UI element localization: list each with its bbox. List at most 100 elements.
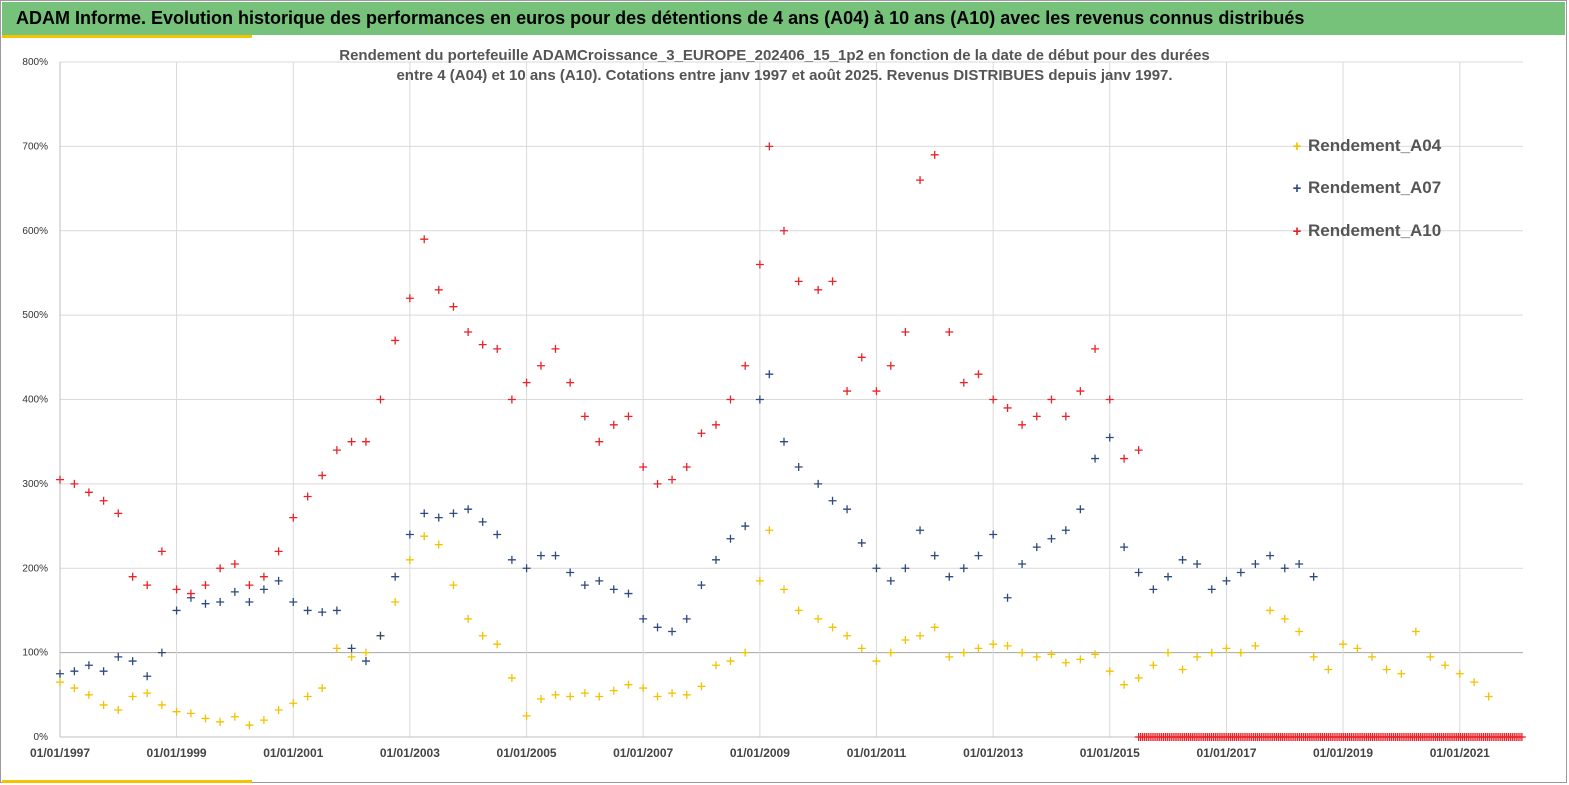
data-point-a04 [1120,680,1129,689]
legend-marker-a07: + [1292,180,1302,197]
scatter-chart: 0% 100% 200% 300% 400% 500% 600% 700% 800% 01/01/… [22,57,1526,760]
data-point-a07 [507,555,516,564]
data-point-a07 [1309,572,1318,581]
data-point-a07 [99,667,108,676]
data-point-a07 [886,576,895,585]
data-point-a04 [201,714,210,723]
data-point-a04 [609,686,618,695]
data-point-a04 [814,614,823,623]
data-point-a10 [726,395,735,404]
data-point-a10 [361,437,370,446]
data-point-a07 [814,479,823,488]
data-point-a07 [1280,564,1289,573]
data-point-a10 [901,328,910,336]
data-point-a07 [624,589,633,598]
data-point-a10 [1032,412,1041,421]
data-point-a10 [391,336,400,345]
x-tick-label: 01/01/2011 [847,746,907,760]
y-tick-label: 300% [22,479,48,490]
data-point-a07 [1207,585,1216,594]
chart-title-line-1: Rendement du portefeuille ADAMCroissance… [339,47,1210,64]
data-point-a10 [303,492,312,501]
data-point-a07 [1076,505,1085,514]
data-point-a04 [566,692,575,701]
data-point-a04 [1426,652,1435,661]
data-point-a10 [765,142,774,151]
data-point-a10 [794,277,803,286]
data-point-a04 [84,690,93,699]
legend-label-a10: Rendement_A10 [1308,221,1442,240]
data-point-a04 [56,678,64,687]
data-point-a07 [1266,551,1275,560]
legend-marker-a04: + [1292,138,1302,155]
data-point-a04 [1164,648,1173,657]
x-tick-label: 01/01/2013 [963,746,1023,760]
data-point-a04 [779,585,788,594]
data-point-a07 [668,627,677,636]
data-point-a04 [959,648,968,657]
data-point-a04 [1266,606,1275,615]
data-point-a10 [580,412,589,421]
data-point-a07 [765,370,774,379]
data-point-a07 [70,667,79,676]
data-point-a04 [1484,692,1493,701]
y-tick-label: 200% [22,563,48,574]
x-tick-label: 01/01/2021 [1430,746,1490,760]
chart-title-line-2: entre 4 (A04) et 10 ans (A10). Cotations… [396,67,1173,84]
data-point-a10 [478,340,487,349]
axes: 0% 100% 200% 300% 400% 500% 600% 700% 800% 01/01/… [22,57,1523,760]
header-banner: ADAM Informe. Evolution historique des p… [2,2,1565,35]
data-point-a07 [376,631,385,640]
data-point-a10 [449,302,458,311]
data-point-a07 [726,534,735,543]
data-point-a04 [332,644,341,653]
data-point-a07 [857,538,866,547]
data-point-a07 [930,551,939,560]
data-point-a10 [843,387,852,396]
data-point-a10 [755,260,764,269]
data-point-a04 [682,690,691,699]
data-point-a10 [507,395,516,404]
data-point-a04 [1047,650,1056,659]
data-point-a07 [1003,593,1012,602]
data-point-a10 [274,547,283,556]
data-point-a04 [624,680,633,689]
data-point-a10 [653,479,662,488]
data-point-a10 [245,581,254,590]
data-point-a10 [84,488,93,497]
legend-label-a07: Rendement_A07 [1308,178,1442,197]
data-point-a07 [259,585,268,594]
data-point-a04 [755,576,764,585]
baseline-point-a10 [1517,733,1526,741]
data-point-a04 [872,657,881,666]
data-point-a04 [1441,661,1450,670]
data-point-a07 [361,657,370,666]
data-point-a10 [551,344,560,353]
data-point-a07 [1251,560,1260,569]
data-point-a07 [1061,526,1070,535]
data-point-a04 [1236,648,1245,657]
data-point-a07 [230,587,239,596]
y-tick-label: 500% [22,310,48,321]
data-point-a04 [230,712,239,721]
data-point-a07 [755,395,764,404]
banner-title: ADAM Informe. Evolution historique des p… [16,8,1305,28]
data-point-a07 [303,606,312,615]
data-point-a04 [1309,652,1318,661]
data-point-a04 [916,631,925,640]
data-point-a04 [347,652,356,661]
data-point-a10 [99,496,108,505]
legend-item-a10: + Rendement_A10 [1290,221,1442,241]
data-point-a04 [741,648,750,657]
data-point-a10 [405,294,414,303]
data-point-a07 [1222,576,1231,585]
data-point-a04 [522,711,531,720]
data-point-a04 [1193,652,1202,661]
data-point-a04 [1149,661,1158,670]
data-point-a04 [143,689,152,698]
data-point-a07 [143,672,152,681]
data-point-a07 [478,517,487,526]
data-point-a07 [464,505,473,514]
data-point-a04 [259,716,268,725]
